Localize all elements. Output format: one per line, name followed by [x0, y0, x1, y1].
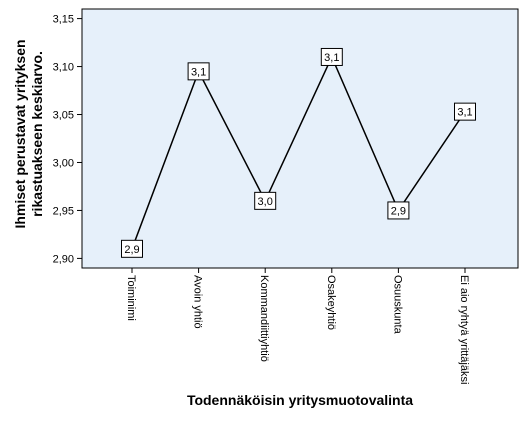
x-category-label: Ei aio ryhtyä yrittäjäksi: [458, 275, 470, 384]
series-line: [131, 55, 466, 250]
y-tick-label: 2,95: [53, 205, 74, 217]
data-labels: 2,9 3,1 3,0 3,1 2,9 3,1: [121, 47, 476, 258]
data-label-box: [320, 47, 343, 66]
data-label-text: 3,1: [457, 107, 472, 119]
y-tick-label: 3,05: [53, 110, 74, 122]
data-point-label: 3,1: [454, 102, 476, 121]
data-point-label: 3,1: [320, 47, 343, 66]
data-label-text: 2,9: [391, 205, 406, 217]
data-label-text: 2,9: [124, 244, 139, 256]
y-axis-ticks: 2,90 2,95 3,00 3,05 3,10 3,15: [53, 14, 82, 265]
data-point-label: 3,0: [254, 191, 277, 210]
plot-area: [81, 8, 519, 269]
data-point-label: 2,9: [387, 201, 410, 220]
data-label-box: [387, 201, 410, 220]
x-category-label: Avoin yhtiö: [192, 275, 204, 329]
y-tick-label: 3,00: [53, 157, 74, 169]
data-label-box: [121, 239, 143, 258]
data-label-box: [187, 62, 210, 81]
data-label-text: 3,1: [191, 66, 206, 78]
y-tick-label: 2,90: [53, 253, 74, 265]
y-tick-label: 3,15: [53, 14, 74, 26]
x-category-label: Kommandiittiyhtiö: [258, 275, 270, 362]
x-category-label: Toiminimi: [125, 275, 137, 321]
x-axis-ticks: Toiminimi Avoin yhtiö Kommandiittiyhtiö Osa…: [125, 268, 470, 384]
data-label-box: [254, 191, 277, 210]
y-tick-label: 3,10: [53, 62, 74, 74]
y-axis-title-line-1: Ihmiset perustavat yrityksen: [12, 39, 28, 228]
data-label-text: 3,1: [324, 52, 339, 64]
data-label-text: 3,0: [258, 196, 273, 208]
x-category-label: Osakeyhtiö: [325, 275, 337, 330]
y-axis-title-line-2: rikastuakseen keskiarvo.: [29, 51, 45, 217]
data-point-label: 3,1: [187, 62, 210, 81]
data-point-label: 2,9: [121, 239, 143, 258]
data-label-box: [454, 102, 476, 121]
x-axis-title: Todennäköisin yritysmuotovalinta: [187, 392, 413, 408]
x-category-label: Osuuskunta: [391, 275, 403, 335]
